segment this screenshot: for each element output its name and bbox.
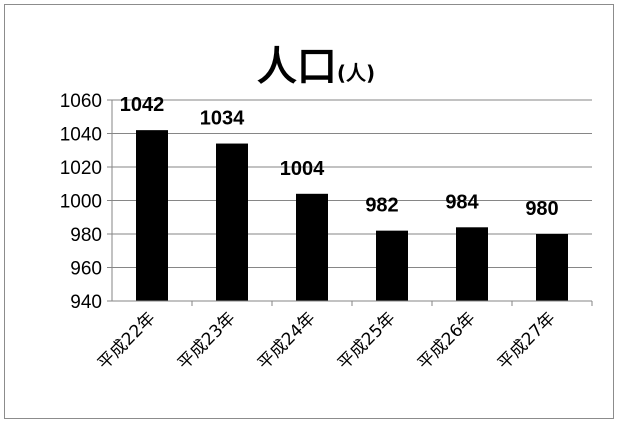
x-tick-label: 平成23年	[174, 308, 240, 374]
chart-title-main: 人口	[257, 44, 337, 90]
y-tick-label: 1040	[60, 125, 102, 146]
data-label: 1042	[120, 94, 165, 116]
bar	[216, 143, 248, 301]
x-axis: 平成22年 平成23年 平成24年 平成25年 平成26年 平成27年	[94, 300, 593, 374]
data-labels: 1042 1034 1004 982 984 980	[120, 94, 559, 220]
data-label: 1034	[200, 108, 245, 130]
y-tick-label: 1060	[60, 91, 102, 112]
data-label: 1004	[280, 158, 325, 180]
bar	[456, 227, 488, 301]
bars	[136, 130, 568, 301]
x-tick-label: 平成25年	[334, 308, 400, 374]
bar	[296, 193, 328, 301]
data-label: 980	[525, 198, 558, 220]
x-tick-label: 平成27年	[494, 308, 560, 374]
y-axis: 940 960 980 1000 1020 1040 1060	[60, 91, 113, 313]
data-label: 984	[445, 191, 479, 213]
x-tick-label: 平成24年	[254, 308, 320, 374]
y-tick-label: 980	[70, 225, 102, 246]
data-label: 982	[365, 195, 398, 217]
y-tick-label: 1020	[60, 158, 102, 179]
y-tick-label: 940	[70, 292, 102, 313]
chart-title-unit: (人)	[337, 61, 375, 85]
x-tick-label: 平成26年	[414, 308, 480, 374]
bar	[136, 130, 168, 301]
gridlines	[112, 99, 592, 268]
y-tick-label: 960	[70, 259, 102, 280]
chart-title: 人口(人)	[257, 44, 375, 90]
y-tick-label: 1000	[60, 192, 102, 213]
bar	[376, 230, 408, 301]
bar	[536, 234, 568, 301]
x-tick-label: 平成22年	[94, 308, 160, 374]
